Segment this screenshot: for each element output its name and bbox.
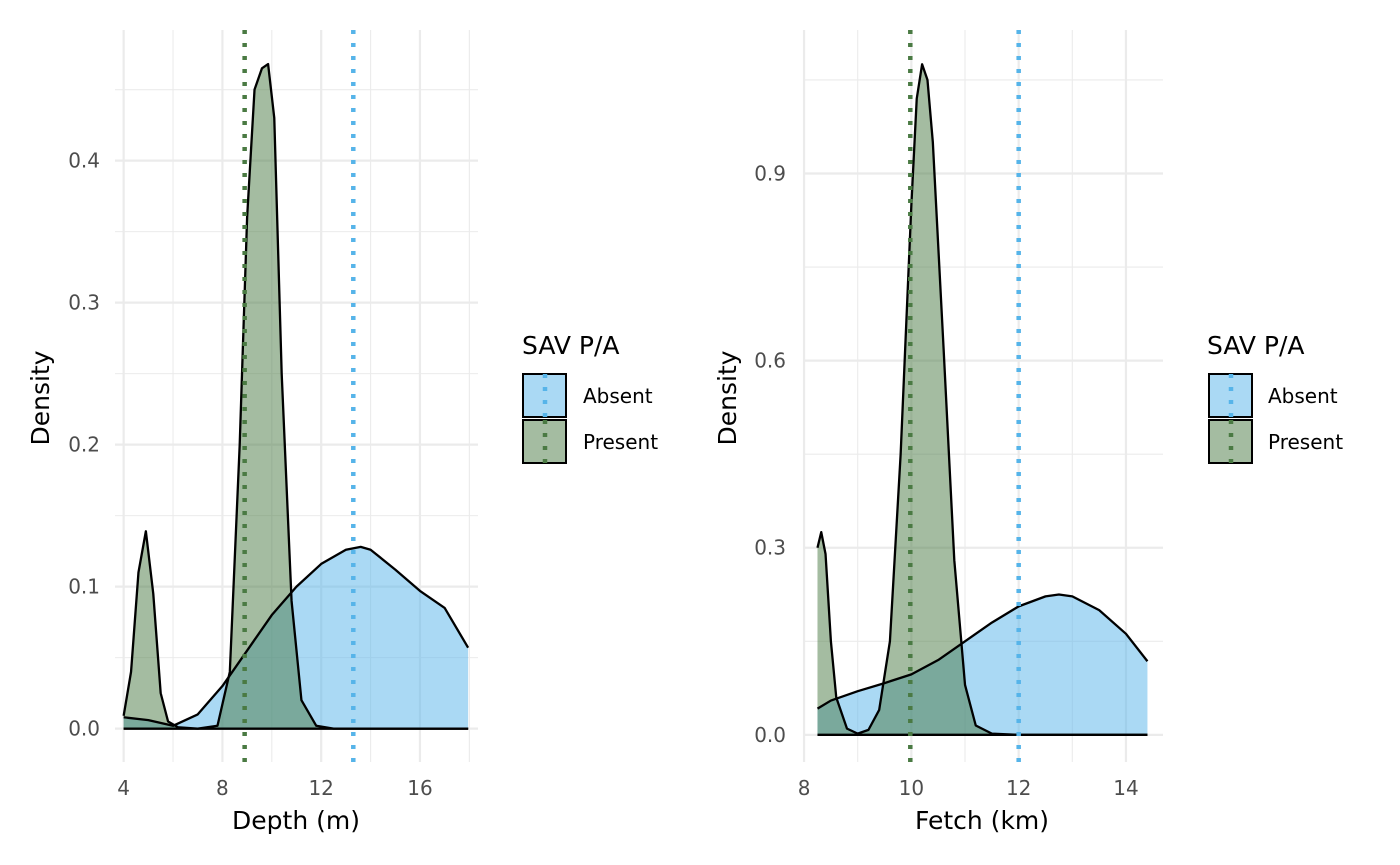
fetch-x-tick-label-0: 8 xyxy=(798,776,811,800)
depth-x-tick-label-3: 16 xyxy=(407,776,432,800)
fetch-y-tick-label-3: 0.9 xyxy=(754,161,786,185)
fetch-legend-label-absent: Absent xyxy=(1268,384,1338,408)
depth-legend-key-absent xyxy=(522,373,567,418)
fetch-density-curve-absent xyxy=(816,593,1149,710)
fetch-x-axis-title: Fetch (km) xyxy=(915,806,1049,835)
depth-x-axis-title: Depth (m) xyxy=(232,806,360,835)
fetch-y-tick-label-0: 0.0 xyxy=(754,723,786,747)
fetch-x-tick-label-3: 14 xyxy=(1113,776,1138,800)
depth-x-tick-label-0: 4 xyxy=(117,776,130,800)
fetch-density-curve-present xyxy=(816,63,1148,737)
fetch-density-area-present xyxy=(817,64,1148,735)
depth-legend-key-present xyxy=(522,419,567,464)
fetch-legend: SAV P/A Absent Present xyxy=(1207,331,1343,464)
fetch-density-panel: 0.0 0.3 0.6 0.9 8 10 12 14 xyxy=(754,30,1163,800)
depth-y-tick-label-1: 0.1 xyxy=(68,575,100,599)
depth-y-tick-label-2: 0.2 xyxy=(68,433,100,457)
depth-legend-label-present: Present xyxy=(583,430,658,454)
depth-y-tick-label-4: 0.4 xyxy=(68,149,100,173)
depth-density-panel: 0.0 0.1 0.2 0.3 0.4 4 8 12 16 xyxy=(68,30,478,800)
fetch-y-tick-label-2: 0.6 xyxy=(754,349,786,373)
depth-legend-label-absent: Absent xyxy=(583,384,653,408)
fetch-x-tick-label-2: 12 xyxy=(1006,776,1031,800)
depth-y-tick-label-3: 0.3 xyxy=(68,291,100,315)
fetch-legend-key-present xyxy=(1208,419,1253,464)
fetch-legend-label-present: Present xyxy=(1268,430,1343,454)
depth-x-tick-label-1: 8 xyxy=(216,776,229,800)
depth-density-curve-present xyxy=(122,62,469,730)
fetch-axis-titles: Fetch (km) Density xyxy=(713,350,1049,835)
depth-y-axis-title: Density xyxy=(26,350,55,445)
depth-axis-titles: Depth (m) Density xyxy=(26,350,360,835)
depth-x-tick-label-2: 12 xyxy=(308,776,333,800)
fetch-legend-key-absent xyxy=(1208,373,1253,418)
depth-legend-title: SAV P/A xyxy=(522,331,620,360)
depth-legend: SAV P/A Absent Present xyxy=(522,331,658,464)
fetch-x-tick-label-1: 10 xyxy=(899,776,924,800)
fetch-y-tick-label-1: 0.3 xyxy=(754,536,786,560)
depth-y-tick-label-0: 0.0 xyxy=(68,717,100,741)
fetch-legend-title: SAV P/A xyxy=(1207,331,1305,360)
depth-density-curve-absent xyxy=(123,545,470,727)
fetch-y-axis-title: Density xyxy=(713,350,742,445)
